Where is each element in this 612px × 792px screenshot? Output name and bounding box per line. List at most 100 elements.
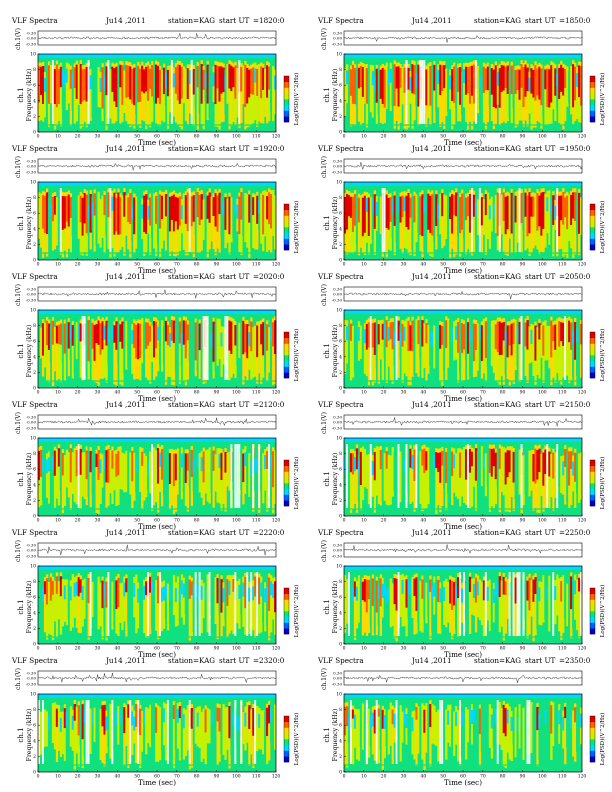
spectrogram-cell — [347, 216, 351, 254]
spectrogram-cell — [139, 68, 142, 102]
spectrogram-cell — [157, 326, 160, 341]
spectrogram-cell — [149, 576, 152, 593]
spectrogram-cell — [484, 64, 488, 69]
spectrogram-cell — [538, 319, 541, 324]
spectrogram-cell — [508, 345, 511, 386]
spectrogram-cell — [498, 68, 501, 108]
spectrogram-cell — [77, 701, 80, 706]
spectrogram — [38, 438, 277, 516]
time-tick-label: 80 — [500, 390, 506, 396]
spectrogram-cell — [550, 193, 553, 248]
time-tick-label: 50 — [134, 774, 140, 780]
spectrogram-cell — [580, 320, 583, 324]
spectrogram-cell — [73, 700, 76, 704]
time-tick-label: 40 — [114, 390, 120, 396]
spectrogram-cell — [155, 223, 158, 257]
spectrogram-cell — [556, 73, 559, 87]
spectrogram-cell — [238, 196, 241, 235]
spectrogram-cell — [423, 705, 426, 710]
vlf-panel: VLF Spectra Ju14 ,2011 station=KAG start UT… — [317, 400, 606, 531]
spectrogram-cell — [476, 65, 480, 114]
spectrogram-cell — [463, 349, 466, 381]
time-tick-label: 100 — [232, 262, 241, 268]
spectrogram-cell — [409, 350, 412, 386]
colorbar-swatch — [590, 588, 595, 595]
spectrogram-cell — [264, 449, 267, 491]
spectrogram-cell — [236, 715, 239, 729]
spectrogram-cell — [461, 712, 464, 727]
spectrogram-cell — [562, 461, 565, 476]
spectrogram-cell — [222, 452, 225, 504]
spectrogram-cell — [403, 452, 406, 502]
colorbar-swatch — [590, 593, 595, 600]
spectrogram-cell — [67, 226, 71, 249]
spectrogram-cell — [457, 448, 460, 499]
colorbar-swatch — [284, 588, 289, 595]
spectrogram-cell — [530, 196, 533, 217]
spectrogram-cell — [166, 583, 170, 631]
spectrogram-cell — [109, 581, 112, 630]
spectrogram-cell — [457, 573, 460, 578]
spectrogram-cell — [274, 69, 277, 115]
spectrogram-cell — [115, 711, 118, 726]
spectrogram-cell — [576, 322, 579, 376]
spectrogram-cell — [103, 191, 106, 195]
spectrogram-cell — [204, 705, 207, 710]
spectrogram-top-band — [38, 310, 276, 314]
spectrogram-cell — [451, 101, 454, 130]
freq-tick-label: 4 — [33, 738, 36, 744]
time-tick-label: 60 — [154, 646, 160, 652]
spectrogram-cell — [524, 96, 527, 121]
spectrogram-cell — [51, 455, 55, 470]
spectrogram-cell — [145, 318, 148, 323]
spectrogram-cell — [162, 580, 166, 629]
spectrogram-cell — [568, 708, 571, 753]
colorbar-swatch — [284, 244, 289, 251]
colorbar-frame — [589, 715, 596, 763]
spectrogram-gap — [83, 316, 86, 380]
spectrogram-cell — [554, 349, 557, 383]
spectrogram-cell — [186, 470, 190, 512]
spectrogram-cell — [409, 193, 412, 198]
spectrogram-cell — [244, 572, 247, 577]
spectrogram-cell — [466, 93, 470, 130]
spectrogram-cell — [441, 446, 444, 451]
spectrogram-cell — [371, 65, 375, 118]
spectrogram-cell — [516, 717, 519, 731]
spectrogram-cell — [443, 581, 446, 625]
spectrogram-cell — [85, 233, 88, 256]
spectrogram-cell — [453, 62, 456, 67]
spectrogram-cell — [137, 455, 140, 492]
spectrogram-cell — [149, 321, 152, 326]
freq-tick-label: 8 — [33, 323, 36, 329]
spectrogram-cell — [272, 322, 275, 347]
spectrogram-cell — [232, 63, 235, 68]
time-tick-label: 110 — [252, 390, 261, 396]
panel-station: station=KAG — [474, 656, 521, 665]
spectrogram-cell — [478, 704, 482, 709]
spectrogram-cell — [498, 107, 501, 126]
spectrogram-gap — [470, 188, 473, 252]
spectrogram-cell — [101, 317, 104, 322]
colorbar-swatch — [590, 494, 595, 501]
spectrogram-cell — [459, 448, 462, 453]
spectrogram-gap — [496, 700, 499, 764]
spectrogram-cell — [174, 582, 178, 627]
colorbar-swatch — [590, 471, 595, 478]
spectrogram-cell — [399, 451, 402, 503]
freq-tick-label: 0 — [33, 514, 36, 520]
spectrogram-cell — [129, 66, 132, 100]
spectrogram-cell — [510, 581, 513, 630]
spectrogram-cell — [81, 197, 84, 236]
spectrogram-cell — [65, 196, 69, 222]
waveform-ylabel: ch.1(V) — [15, 28, 22, 50]
time-tick-label: 50 — [440, 134, 446, 140]
spectrogram-cell — [464, 449, 468, 480]
spectrogram-cell — [123, 188, 126, 193]
colorbar-frame — [283, 587, 290, 635]
spectrogram-cell — [83, 100, 86, 122]
spectrogram-cell — [514, 191, 517, 196]
spectrogram-cell — [190, 728, 193, 768]
spectrogram-cell — [514, 319, 517, 370]
spectrogram-cell — [137, 197, 140, 249]
